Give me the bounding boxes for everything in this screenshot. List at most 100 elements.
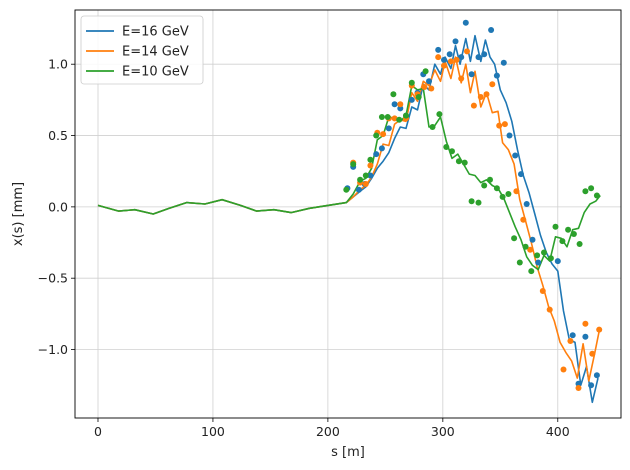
data-point-2 [343, 186, 350, 193]
data-point-2 [593, 192, 600, 199]
data-point-1 [560, 366, 567, 373]
data-point-1 [582, 320, 589, 327]
data-point-0 [488, 27, 495, 33]
data-point-2 [449, 148, 455, 155]
data-point-2 [429, 124, 436, 130]
data-point-0 [535, 259, 542, 266]
data-point-0 [462, 19, 469, 26]
y-axis-label: x(s) [mm] [11, 182, 26, 246]
data-point-1 [367, 162, 374, 169]
data-point-2 [493, 185, 500, 192]
legend: E=16 GeV E=14 GeV E=10 GeV [80, 15, 204, 85]
data-point-1 [520, 216, 527, 223]
data-point-2 [516, 259, 523, 266]
data-point-0 [385, 125, 392, 132]
data-point-0 [500, 59, 507, 66]
data-point-0 [593, 372, 600, 379]
data-point-2 [522, 243, 529, 250]
plot-frame [74, 9, 622, 419]
data-point-0 [475, 54, 482, 61]
data-point-0 [397, 105, 404, 112]
data-point-0 [446, 51, 453, 58]
data-point-1 [441, 62, 447, 69]
data-point-0 [569, 332, 576, 339]
y-tick-label: 1.0 [48, 57, 68, 72]
data-point-2 [499, 193, 506, 200]
data-point-2 [481, 182, 488, 189]
data-point-2 [582, 188, 589, 195]
data-point-2 [362, 172, 369, 179]
data-point-2 [565, 226, 572, 233]
x-tick-label: 200 [316, 424, 340, 439]
data-point-1 [501, 121, 508, 128]
data-point-1 [428, 85, 435, 92]
data-point-0 [435, 46, 442, 53]
data-point-1 [380, 131, 387, 138]
data-point-2 [436, 111, 443, 118]
data-point-1 [596, 326, 603, 333]
data-point-2 [461, 159, 468, 166]
data-point-1 [527, 246, 534, 253]
data-point-0 [458, 54, 465, 61]
data-point-2 [570, 231, 577, 237]
data-point-2 [408, 79, 415, 86]
data-point-2 [443, 144, 450, 150]
data-point-0 [355, 186, 362, 193]
data-point-2 [396, 116, 403, 123]
data-point-1 [489, 81, 496, 88]
data-point-1 [447, 58, 454, 65]
data-point-0 [506, 132, 513, 139]
x-tick-label: 100 [201, 424, 225, 439]
data-point-0 [493, 72, 500, 79]
data-point-1 [483, 91, 490, 98]
data-point-1 [397, 101, 404, 108]
data-point-0 [373, 151, 380, 158]
data-point-2 [350, 161, 357, 168]
data-point-1 [362, 181, 369, 187]
data-point-1 [421, 84, 428, 90]
data-point-2 [559, 238, 566, 245]
data-point-0 [518, 171, 524, 178]
data-point-1 [391, 115, 398, 122]
y-tick-label: 0.5 [48, 128, 68, 143]
data-point-0 [575, 380, 582, 387]
data-point-1 [567, 338, 574, 344]
data-point-2 [403, 112, 409, 119]
data-point-2 [422, 68, 429, 75]
x-tick-label: 0 [94, 424, 102, 439]
data-point-0 [441, 56, 447, 63]
y-tick-label: 0.0 [48, 199, 68, 214]
data-point-2 [378, 114, 385, 120]
legend-label: E=10 GeV [122, 65, 189, 80]
y-tick-label: −0.5 [38, 271, 68, 286]
data-point-2 [505, 191, 512, 197]
axis-ticks: 0 100 200 300 400 −1.0 −0.5 0.0 0.5 1.0 [38, 57, 570, 439]
data-point-2 [373, 132, 380, 139]
data-point-2 [547, 255, 554, 262]
data-point-2 [415, 94, 422, 100]
data-point-0 [481, 51, 488, 58]
data-point-2 [541, 249, 547, 256]
data-point-2 [475, 199, 482, 206]
data-point-1 [435, 54, 442, 61]
data-point-0 [512, 152, 519, 159]
data-point-2 [552, 223, 559, 230]
legend-label: E=16 GeV [122, 25, 189, 40]
data-point-1 [575, 385, 582, 391]
data-point-0 [391, 101, 398, 108]
data-point-1 [458, 75, 465, 82]
data-point-1 [477, 94, 484, 100]
legend-label: E=14 GeV [122, 45, 189, 60]
data-point-2 [367, 156, 374, 163]
data-point-0 [367, 172, 374, 179]
data-point-2 [576, 241, 583, 247]
data-point-2 [511, 235, 518, 242]
x-axis-label: s [m] [331, 445, 365, 460]
data-point-0 [378, 145, 385, 152]
grid [75, 10, 621, 418]
data-point-2 [528, 268, 535, 275]
data-point-2 [534, 252, 541, 259]
data-point-2 [487, 176, 493, 183]
data-point-0 [529, 236, 536, 243]
